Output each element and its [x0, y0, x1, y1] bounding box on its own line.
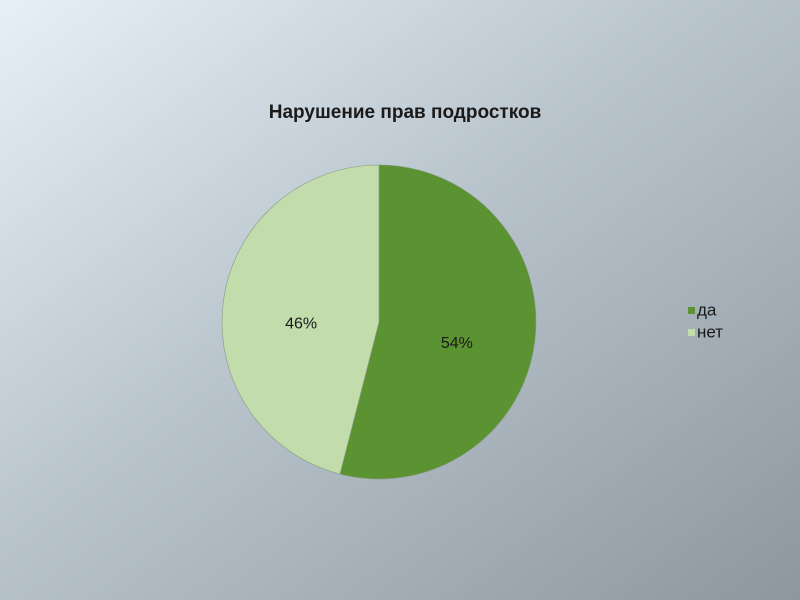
legend-label: нет: [697, 322, 723, 341]
legend-swatch: [688, 329, 695, 336]
legend-label: да: [697, 300, 717, 319]
pie-slice: [221, 164, 380, 475]
legend-swatch: [688, 307, 695, 314]
pie-slice: [339, 164, 537, 480]
data-label: 54%: [441, 335, 473, 352]
chart-title: Нарушение прав подростков: [269, 102, 542, 123]
data-label: 46%: [285, 315, 317, 332]
